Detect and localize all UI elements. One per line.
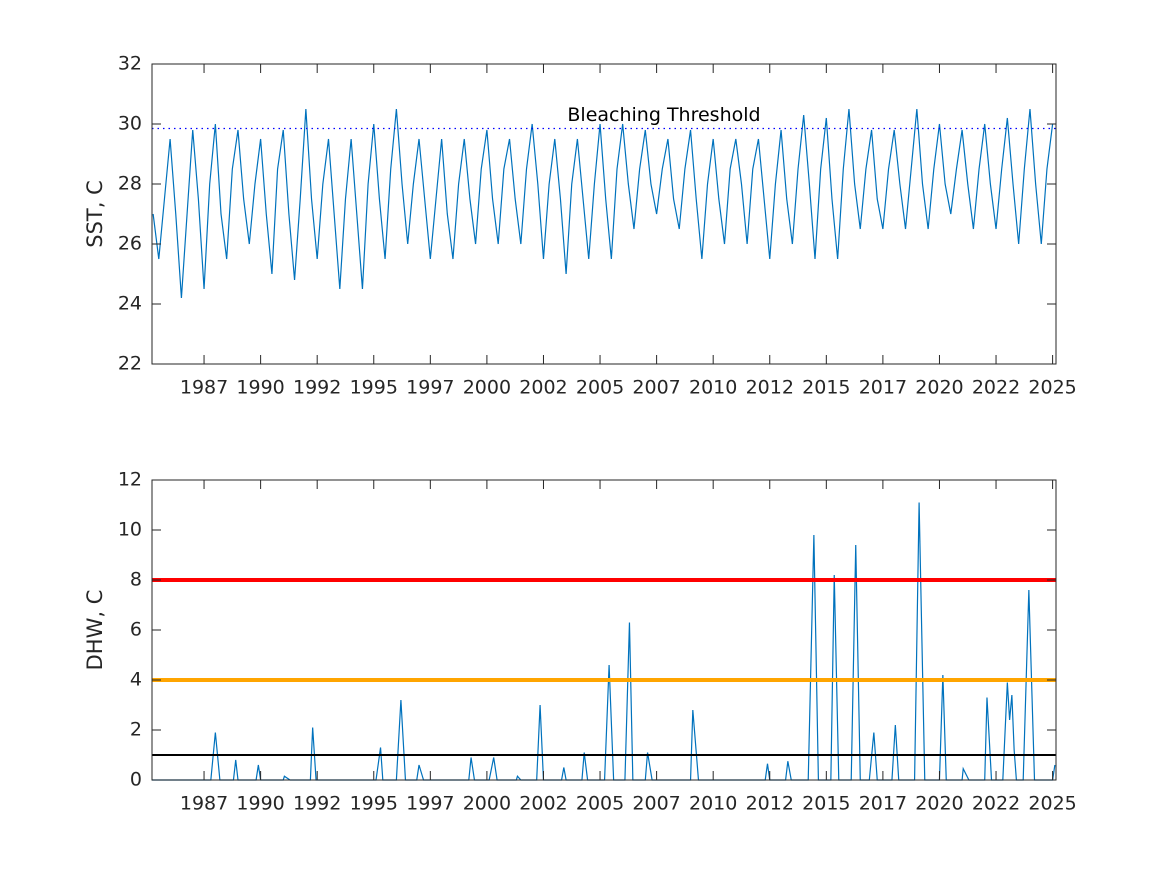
y-tick-label: 0 bbox=[130, 769, 142, 791]
plot-area bbox=[152, 64, 1056, 364]
y-tick-label: 28 bbox=[118, 173, 142, 195]
axes: 0 2 4 6 8 10 12 1987 1990 1992 1995 1997 2000 2002 200… bbox=[83, 469, 1077, 815]
y-tick-label: 6 bbox=[130, 619, 142, 641]
y-tick-label: 8 bbox=[130, 569, 142, 591]
x-tick-label: 2025 bbox=[1028, 377, 1076, 399]
plot-area bbox=[152, 480, 1056, 780]
x-tick-label: 2025 bbox=[1028, 793, 1076, 815]
y-tick-label: 26 bbox=[118, 233, 142, 255]
x-tick-label: 2020 bbox=[915, 793, 963, 815]
x-tick-label: 2002 bbox=[519, 793, 567, 815]
x-tick-label: 2000 bbox=[463, 793, 511, 815]
x-tick-label: 2017 bbox=[859, 793, 907, 815]
x-tick-label: 2022 bbox=[972, 793, 1020, 815]
x-tick-label: 2005 bbox=[576, 793, 624, 815]
y-tick-label: 12 bbox=[118, 469, 142, 491]
x-tick-label: 1997 bbox=[406, 377, 454, 399]
x-tick-label: 2015 bbox=[802, 377, 850, 399]
y-tick-label: 22 bbox=[118, 353, 142, 375]
x-tick-label: 1992 bbox=[293, 793, 341, 815]
x-tick-label: 1995 bbox=[350, 793, 398, 815]
x-tick-label: 2022 bbox=[972, 377, 1020, 399]
x-tick-label: 2005 bbox=[576, 377, 624, 399]
x-tick-label: 2020 bbox=[915, 377, 963, 399]
x-tick-label: 2017 bbox=[859, 377, 907, 399]
x-tick-label: 1987 bbox=[180, 793, 228, 815]
x-tick-label: 2000 bbox=[463, 377, 511, 399]
data-line bbox=[152, 108, 1054, 299]
x-tick-label: 1990 bbox=[236, 377, 284, 399]
y-tick-label: 32 bbox=[118, 53, 142, 75]
x-tick-label: 1987 bbox=[180, 377, 228, 399]
x-tick-label: 2007 bbox=[632, 793, 680, 815]
x-tick-label: 1992 bbox=[293, 377, 341, 399]
x-tick-label: 1995 bbox=[350, 377, 398, 399]
x-tick-label: 2012 bbox=[746, 793, 794, 815]
y-tick-label: 10 bbox=[118, 519, 142, 541]
y-tick-label: 24 bbox=[118, 293, 142, 315]
x-tick-label: 2002 bbox=[519, 377, 567, 399]
y-tick-label: 30 bbox=[118, 113, 142, 135]
x-tick-label: 2010 bbox=[689, 793, 737, 815]
y-tick-label: 2 bbox=[130, 719, 142, 741]
axes: Bleaching Threshold 22 24 26 28 30 32 1987 1990 1… bbox=[83, 53, 1077, 399]
y-axis-label: DHW, C bbox=[83, 590, 107, 671]
x-tick-label: 2015 bbox=[802, 793, 850, 815]
axes-box bbox=[151, 63, 1057, 365]
x-tick-label: 2010 bbox=[689, 377, 737, 399]
x-tick-label: 1997 bbox=[406, 793, 454, 815]
x-tick-label: 1990 bbox=[236, 793, 284, 815]
y-axis-label: SST, C bbox=[83, 180, 107, 248]
y-tick-label: 4 bbox=[130, 669, 142, 691]
threshold-label: Bleaching Threshold bbox=[567, 104, 760, 126]
x-tick-label: 2012 bbox=[746, 377, 794, 399]
x-tick-label: 2007 bbox=[632, 377, 680, 399]
